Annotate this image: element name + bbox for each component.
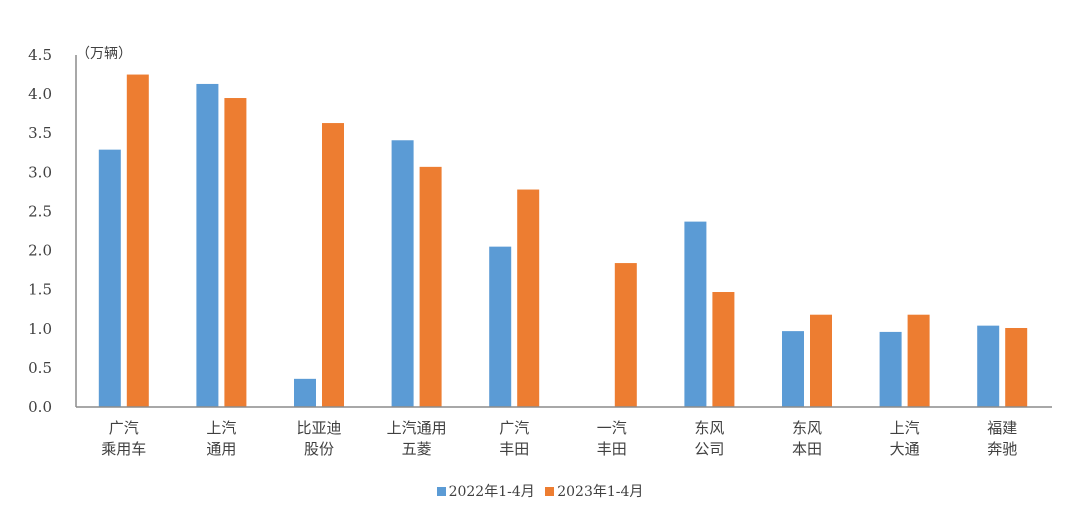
y-tick-label: 1.5 — [28, 281, 52, 299]
x-category-label: 通用 — [206, 440, 236, 458]
bar — [126, 74, 149, 408]
legend-swatch-blue — [436, 486, 446, 496]
bar — [1005, 327, 1028, 407]
x-category-label: 比亚迪 — [296, 419, 341, 437]
bar — [322, 123, 344, 407]
bar — [977, 325, 1000, 407]
x-category-label: 股份 — [304, 440, 334, 458]
legend-label: 2022年1-4月 — [448, 484, 535, 500]
x-category-label: 乘用车 — [101, 440, 146, 458]
x-category-label: 奔驰 — [987, 440, 1017, 458]
x-category-label: 一汽 — [597, 419, 627, 437]
y-tick-label: 0.0 — [28, 398, 52, 416]
bar — [907, 314, 930, 407]
x-category-label: 五菱 — [402, 440, 432, 458]
y-tick-label: 3.0 — [28, 163, 52, 181]
bar — [879, 331, 902, 407]
x-category-label: 大通 — [890, 440, 920, 458]
x-category-label: 上汽通用 — [387, 419, 447, 437]
bar — [810, 314, 832, 407]
x-category-label: 东风 — [694, 419, 724, 437]
bar — [614, 263, 637, 407]
bar — [391, 140, 414, 408]
legend-swatch-orange — [545, 486, 555, 496]
x-category-label: 福建 — [987, 419, 1017, 437]
bar-series — [98, 74, 1028, 408]
y-tick-label: 2.0 — [28, 242, 52, 260]
y-tick-label: 2.5 — [28, 202, 52, 220]
x-category-label: 公司 — [694, 440, 724, 458]
unit-label: （万辆） — [76, 46, 132, 62]
x-category-label: 上汽 — [890, 419, 920, 437]
bar — [782, 331, 804, 407]
x-category-label: 广汽 — [499, 419, 529, 437]
y-tick-label: 0.5 — [28, 359, 52, 377]
x-category-label: 上汽 — [206, 419, 236, 437]
x-category-label: 广汽 — [109, 419, 139, 437]
y-tick-label: 1.0 — [28, 320, 52, 338]
bar — [489, 246, 512, 407]
bar — [294, 378, 316, 407]
bar — [224, 98, 247, 408]
x-axis: 广汽乘用车上汽通用比亚迪股份上汽通用五菱广汽丰田一汽丰田东风公司东风本田上汽大通… — [76, 406, 1052, 458]
y-axis: 0.0 0.5 1.0 1.5 2.0 2.5 3.0 3.5 4.0 4.5 — [28, 46, 77, 416]
bar — [419, 166, 442, 407]
bar — [517, 189, 540, 407]
x-category-label: 丰田 — [597, 440, 627, 458]
legend: 2022年1-4月 2023年1-4月 — [0, 481, 1080, 501]
bar — [196, 83, 219, 407]
bar — [684, 221, 707, 407]
legend-item-2022: 2022年1-4月 — [436, 481, 535, 501]
bar — [98, 149, 121, 407]
x-category-label: 东风 — [792, 419, 822, 437]
y-tick-label: 3.5 — [28, 124, 52, 142]
y-tick-label: 4.0 — [28, 85, 52, 103]
legend-item-2023: 2023年1-4月 — [545, 481, 643, 501]
legend-label: 2023年1-4月 — [557, 484, 644, 500]
y-tick-label: 4.5 — [28, 46, 52, 64]
x-category-label: 本田 — [792, 440, 822, 458]
bar — [712, 292, 735, 407]
x-category-label: 丰田 — [499, 440, 529, 458]
